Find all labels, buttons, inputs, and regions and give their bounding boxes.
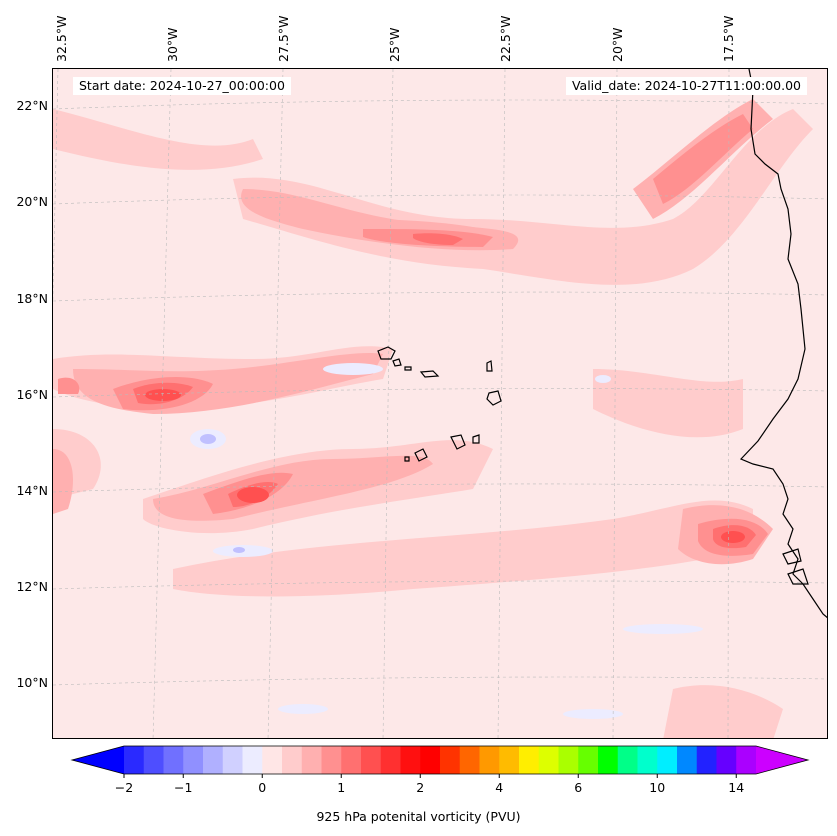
colorbar-tick-label: −1	[174, 780, 193, 795]
colorbar-swatch	[242, 746, 263, 774]
colorbar-swatch	[637, 746, 658, 774]
colorbar-swatch	[617, 746, 638, 774]
colorbar-tick-label: 14	[728, 780, 745, 795]
lat-label-12n: 12°N	[16, 579, 48, 594]
colorbar-swatch	[578, 746, 599, 774]
colorbar-tick-label: 1	[337, 780, 346, 795]
coastline	[739, 69, 827, 619]
lat-label-10n: 10°N	[16, 675, 48, 690]
pv-field-light	[53, 109, 813, 738]
colorbar-swatch	[321, 746, 342, 774]
colorbar-tick-label: 4	[495, 780, 504, 795]
colorbar-swatch	[341, 746, 362, 774]
colorbar-swatch	[598, 746, 619, 774]
colorbar-swatch	[459, 746, 480, 774]
colorbar-ticks	[123, 774, 737, 778]
lon-label-20w: 20°W	[610, 27, 625, 62]
colorbar-swatch	[420, 746, 441, 774]
lon-label-27-5w: 27.5°W	[276, 15, 291, 62]
valid-date-label: Valid_date: 2024-10-27T11:00:00.00	[565, 77, 807, 95]
colorbar-extend-min	[72, 746, 124, 774]
colorbar-tick-label: 0	[258, 780, 267, 795]
lon-label-22-5w: 22.5°W	[498, 15, 513, 62]
lon-label-30w: 30°W	[165, 27, 180, 62]
colorbar-tick-label: −2	[114, 780, 134, 795]
gridlines	[53, 69, 827, 738]
colorbar-swatch	[361, 746, 382, 774]
colorbar-swatch	[301, 746, 322, 774]
islands	[377, 346, 502, 462]
colorbar-swatch	[440, 746, 461, 774]
lat-label-20n: 20°N	[16, 194, 48, 209]
pv-contour-map	[53, 69, 827, 738]
colorbar-swatch	[657, 746, 678, 774]
lat-label-18n: 18°N	[16, 291, 48, 306]
colorbar-swatch	[677, 746, 698, 774]
colorbar-swatches	[70, 745, 810, 775]
colorbar-swatch	[499, 746, 520, 774]
colorbar-swatch	[519, 746, 540, 774]
pv-field-negative	[190, 363, 703, 719]
colorbar-swatch	[124, 746, 145, 774]
start-date-label: Start date: 2024-10-27_00:00:00	[73, 77, 291, 95]
lon-label-17-5w: 17.5°W	[721, 15, 736, 62]
colorbar-swatch	[558, 746, 579, 774]
colorbar-swatch	[262, 746, 283, 774]
colorbar-swatch	[696, 746, 717, 774]
colorbar-swatch	[222, 746, 243, 774]
map-panel: Start date: 2024-10-27_00:00:00 Valid_da…	[52, 68, 828, 739]
colorbar	[70, 745, 810, 778]
colorbar-swatch	[282, 746, 303, 774]
colorbar-swatch	[716, 746, 737, 774]
colorbar-swatch	[736, 746, 757, 774]
colorbar-swatch	[400, 746, 421, 774]
colorbar-label: 925 hPa potenital vorticity (PVU)	[316, 809, 521, 824]
lon-label-25w: 25°W	[387, 27, 402, 62]
colorbar-tick-label: 10	[649, 780, 666, 795]
lat-label-14n: 14°N	[16, 483, 48, 498]
colorbar-swatch	[183, 746, 204, 774]
colorbar-extend-max	[756, 746, 808, 774]
colorbar-swatch	[380, 746, 401, 774]
colorbar-swatch	[203, 746, 224, 774]
lat-label-16n: 16°N	[16, 387, 48, 402]
colorbar-tick-label: 2	[416, 780, 425, 795]
colorbar-swatch	[538, 746, 559, 774]
lat-label-22n: 22°N	[16, 98, 48, 113]
colorbar-swatch	[479, 746, 500, 774]
colorbar-swatch	[163, 746, 184, 774]
lon-label-32-5w: 32.5°W	[54, 15, 69, 62]
colorbar-tick-label: 6	[574, 780, 583, 795]
pv-field-deep-red	[145, 389, 745, 543]
colorbar-swatch	[143, 746, 164, 774]
